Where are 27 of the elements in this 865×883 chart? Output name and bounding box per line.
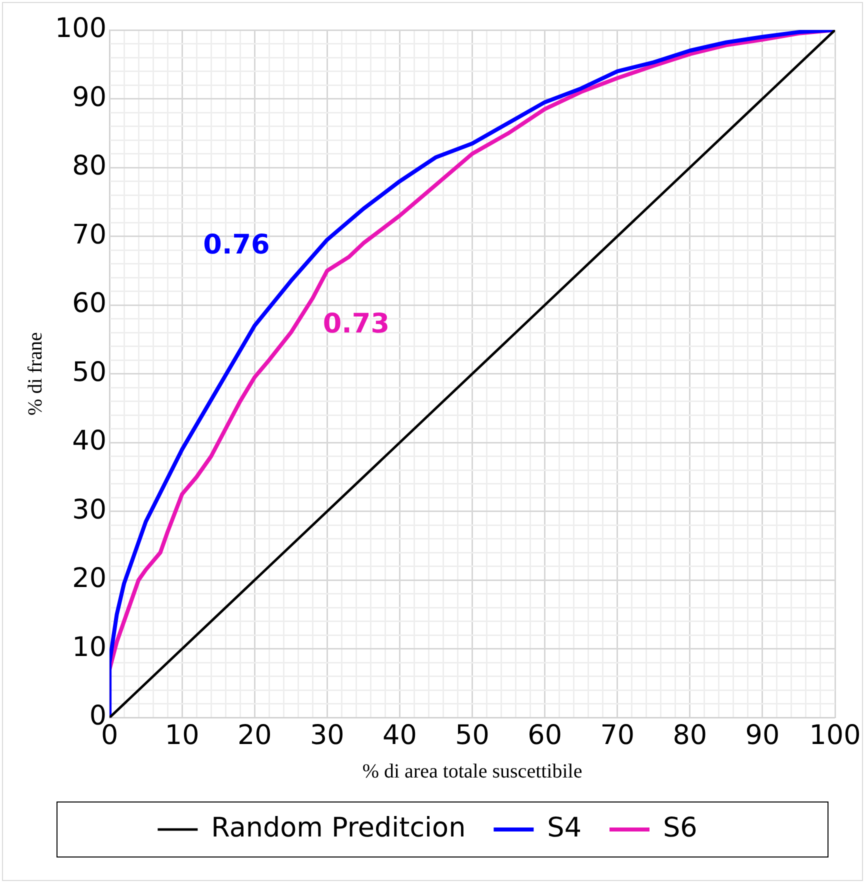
x-tick-label: 90: [745, 720, 780, 751]
y-tick-label: 80: [72, 150, 107, 182]
y-tick-label: 90: [72, 82, 107, 113]
y-tick-label: 20: [72, 563, 107, 594]
x-tick-label: 80: [672, 720, 708, 751]
legend-label: S4: [547, 812, 582, 844]
y-axis-title: % di frane: [24, 332, 46, 416]
legend-label: Random Preditcion: [211, 812, 466, 844]
x-tick-label: 60: [528, 720, 562, 751]
y-tick-label: 100: [54, 13, 107, 44]
annotation: 0.76: [203, 230, 270, 261]
x-tick-label: 70: [600, 720, 635, 751]
x-tick-label: 30: [310, 720, 344, 751]
y-tick-label: 10: [72, 632, 107, 663]
legend-label: S6: [663, 812, 698, 844]
x-tick-label: 40: [382, 720, 417, 751]
x-tick-label: 100: [809, 720, 861, 751]
x-tick-label: 10: [164, 720, 200, 751]
x-tick-label: 50: [455, 720, 490, 751]
y-tick-label: 40: [72, 426, 107, 457]
x-tick-label: 20: [237, 720, 272, 751]
y-tick-label: 60: [72, 288, 107, 320]
y-tick-label: 30: [72, 494, 107, 526]
x-axis-title: % di area totale suscettibile: [362, 760, 582, 782]
y-tick-label: 50: [72, 356, 107, 388]
y-tick-label: 70: [72, 219, 107, 250]
annotation: 0.73: [322, 308, 390, 340]
